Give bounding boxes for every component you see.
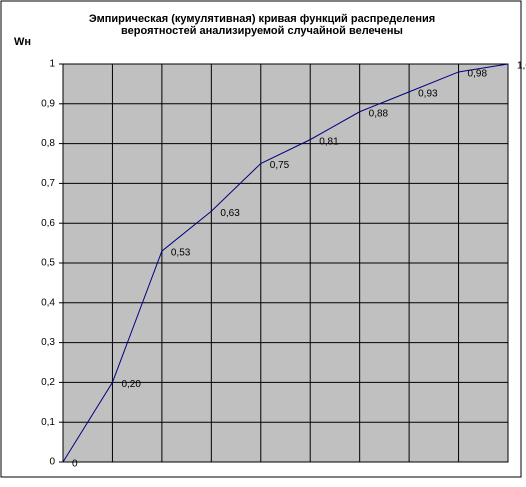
y-tick-label: 0,2	[41, 377, 55, 388]
data-label: 1,00	[517, 61, 526, 72]
y-tick-label: 1	[49, 59, 55, 70]
y-tick-label: 0,1	[41, 417, 55, 428]
data-label: 0,98	[468, 69, 488, 80]
y-tick-label: 0,7	[41, 178, 55, 189]
y-axis-label: Wн	[14, 36, 31, 48]
chart-title: вероятностей анализируемой случайной вел…	[121, 25, 403, 37]
y-tick-label: 0,6	[41, 218, 55, 229]
data-label: 0,63	[220, 208, 240, 219]
data-label: 0,93	[418, 89, 438, 100]
y-tick-label: 0	[49, 457, 55, 468]
y-tick-label: 0,8	[41, 138, 55, 149]
y-tick-label: 0,4	[41, 297, 55, 308]
data-label: 0,88	[369, 108, 389, 119]
y-tick-label: 0,3	[41, 337, 55, 348]
data-label: 0,53	[171, 248, 191, 259]
chart-title: Эмпирическая (кумулятивная) кривая функц…	[89, 13, 435, 25]
y-tick-label: 0,5	[41, 258, 55, 269]
series-line	[62, 63, 509, 463]
data-label: 0,81	[319, 136, 339, 147]
data-label: 0,75	[270, 160, 290, 171]
data-label: 0	[72, 459, 78, 470]
y-tick-label: 0,9	[41, 98, 55, 109]
data-label: 0,20	[121, 379, 141, 390]
